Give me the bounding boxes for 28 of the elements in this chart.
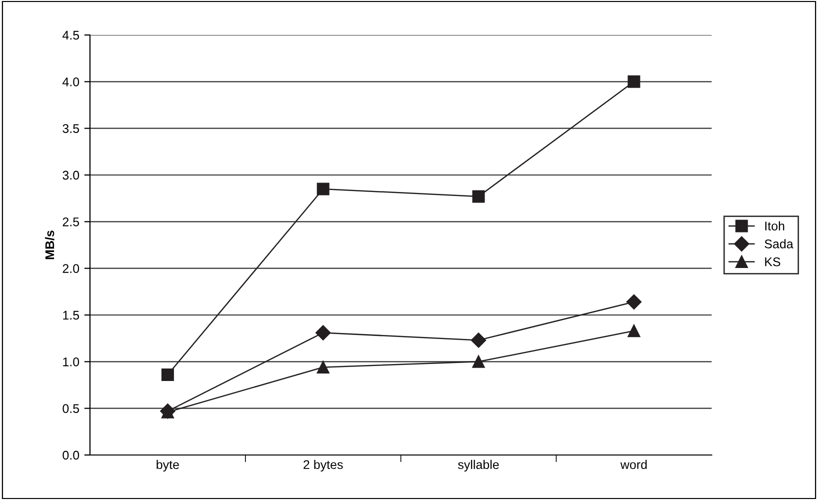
- legend-label: Sada: [764, 239, 794, 248]
- y-tick-label: 2.5: [62, 217, 80, 226]
- y-tick-label: 3.0: [62, 170, 80, 180]
- y-tick-label: 0.5: [62, 404, 80, 413]
- y-tick-label: 4.5: [62, 30, 80, 40]
- point: [316, 361, 330, 374]
- x-tick-label: 2 bytes: [304, 460, 343, 472]
- point: [161, 368, 174, 381]
- y-tick-label: 0.0: [62, 450, 80, 460]
- point: [472, 355, 485, 368]
- x-tick-label: syllable: [458, 460, 499, 472]
- point: [470, 332, 486, 348]
- y-tick-label: 4.0: [62, 77, 80, 86]
- point: [628, 324, 640, 338]
- point: [628, 75, 640, 88]
- x-tick-label: word: [620, 460, 647, 470]
- legend-label: Itoh: [765, 221, 784, 230]
- y-tick-label: 3.5: [62, 124, 80, 133]
- y-tick-label: 1.5: [63, 310, 80, 320]
- legend-label: KS: [765, 257, 780, 266]
- y-tick-label: 2.0: [62, 264, 80, 273]
- y-axis-title: MB/s: [44, 230, 54, 260]
- point: [316, 325, 331, 340]
- point: [472, 190, 485, 203]
- point: [626, 294, 642, 310]
- point: [316, 182, 330, 196]
- x-tick-label: byte: [156, 460, 179, 472]
- y-tick-label: 1.0: [63, 357, 80, 366]
